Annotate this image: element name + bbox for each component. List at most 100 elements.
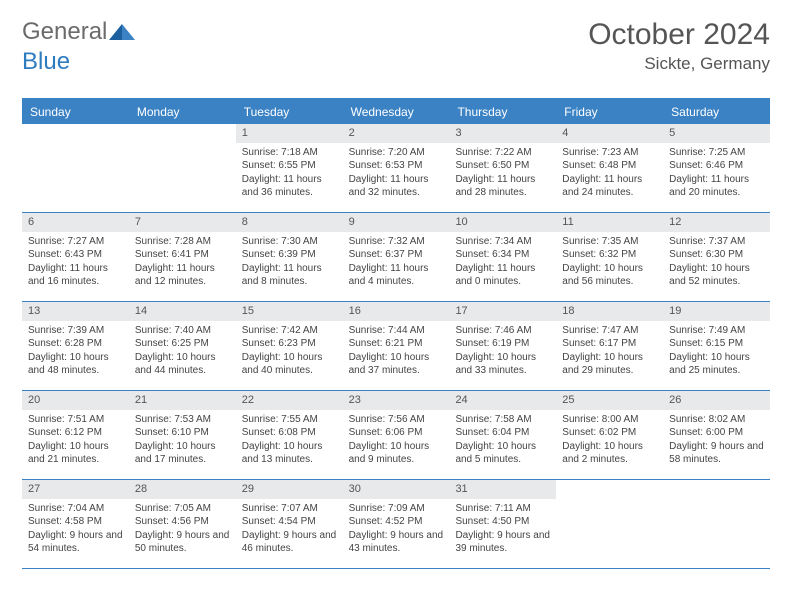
- daylight-line: Daylight: 10 hours and 33 minutes.: [455, 351, 550, 378]
- sunset-line: Sunset: 6:43 PM: [28, 248, 123, 262]
- sunset-line: Sunset: 6:55 PM: [242, 159, 337, 173]
- day-cell: 12Sunrise: 7:37 AMSunset: 6:30 PMDayligh…: [663, 213, 770, 301]
- day-body: Sunrise: 7:40 AMSunset: 6:25 PMDaylight:…: [129, 321, 236, 390]
- daylight-line: Daylight: 10 hours and 13 minutes.: [242, 440, 337, 467]
- day-number: 21: [129, 391, 236, 410]
- day-cell: 21Sunrise: 7:53 AMSunset: 6:10 PMDayligh…: [129, 391, 236, 479]
- daylight-line: Daylight: 10 hours and 2 minutes.: [562, 440, 657, 467]
- day-body: Sunrise: 8:00 AMSunset: 6:02 PMDaylight:…: [556, 410, 663, 479]
- sunset-line: Sunset: 6:06 PM: [349, 426, 444, 440]
- day-cell: [556, 480, 663, 568]
- day-body: Sunrise: 7:53 AMSunset: 6:10 PMDaylight:…: [129, 410, 236, 479]
- sunrise-line: Sunrise: 8:00 AM: [562, 413, 657, 427]
- sunset-line: Sunset: 6:37 PM: [349, 248, 444, 262]
- day-number: 30: [343, 480, 450, 499]
- sunset-line: Sunset: 6:48 PM: [562, 159, 657, 173]
- sunset-line: Sunset: 6:19 PM: [455, 337, 550, 351]
- sunset-line: Sunset: 6:28 PM: [28, 337, 123, 351]
- daylight-line: Daylight: 10 hours and 37 minutes.: [349, 351, 444, 378]
- sunrise-line: Sunrise: 7:05 AM: [135, 502, 230, 516]
- sunrise-line: Sunrise: 7:07 AM: [242, 502, 337, 516]
- sunset-line: Sunset: 4:52 PM: [349, 515, 444, 529]
- day-cell: 31Sunrise: 7:11 AMSunset: 4:50 PMDayligh…: [449, 480, 556, 568]
- sunset-line: Sunset: 6:25 PM: [135, 337, 230, 351]
- sunrise-line: Sunrise: 7:46 AM: [455, 324, 550, 338]
- day-cell: 24Sunrise: 7:58 AMSunset: 6:04 PMDayligh…: [449, 391, 556, 479]
- day-body: Sunrise: 7:04 AMSunset: 4:58 PMDaylight:…: [22, 499, 129, 568]
- week-row: 27Sunrise: 7:04 AMSunset: 4:58 PMDayligh…: [22, 480, 770, 569]
- sunset-line: Sunset: 6:41 PM: [135, 248, 230, 262]
- day-cell: 27Sunrise: 7:04 AMSunset: 4:58 PMDayligh…: [22, 480, 129, 568]
- day-cell: 11Sunrise: 7:35 AMSunset: 6:32 PMDayligh…: [556, 213, 663, 301]
- daylight-line: Daylight: 9 hours and 46 minutes.: [242, 529, 337, 556]
- sunrise-line: Sunrise: 7:39 AM: [28, 324, 123, 338]
- sunset-line: Sunset: 6:50 PM: [455, 159, 550, 173]
- day-body: Sunrise: 7:25 AMSunset: 6:46 PMDaylight:…: [663, 143, 770, 212]
- sunrise-line: Sunrise: 7:55 AM: [242, 413, 337, 427]
- daylight-line: Daylight: 9 hours and 43 minutes.: [349, 529, 444, 556]
- sunrise-line: Sunrise: 7:18 AM: [242, 146, 337, 160]
- day-number: 15: [236, 302, 343, 321]
- day-number: 2: [343, 124, 450, 143]
- daylight-line: Daylight: 10 hours and 48 minutes.: [28, 351, 123, 378]
- day-number: 7: [129, 213, 236, 232]
- day-number: 9: [343, 213, 450, 232]
- day-cell: 9Sunrise: 7:32 AMSunset: 6:37 PMDaylight…: [343, 213, 450, 301]
- sunrise-line: Sunrise: 7:30 AM: [242, 235, 337, 249]
- day-number: 28: [129, 480, 236, 499]
- day-cell: 16Sunrise: 7:44 AMSunset: 6:21 PMDayligh…: [343, 302, 450, 390]
- sunrise-line: Sunrise: 7:49 AM: [669, 324, 764, 338]
- sunset-line: Sunset: 6:46 PM: [669, 159, 764, 173]
- sunrise-line: Sunrise: 7:11 AM: [455, 502, 550, 516]
- day-number: 27: [22, 480, 129, 499]
- daylight-line: Daylight: 11 hours and 28 minutes.: [455, 173, 550, 200]
- sunrise-line: Sunrise: 7:42 AM: [242, 324, 337, 338]
- day-body: Sunrise: 7:09 AMSunset: 4:52 PMDaylight:…: [343, 499, 450, 568]
- sunset-line: Sunset: 6:02 PM: [562, 426, 657, 440]
- sunrise-line: Sunrise: 7:09 AM: [349, 502, 444, 516]
- day-body: Sunrise: 7:30 AMSunset: 6:39 PMDaylight:…: [236, 232, 343, 301]
- day-number: 23: [343, 391, 450, 410]
- day-cell: 14Sunrise: 7:40 AMSunset: 6:25 PMDayligh…: [129, 302, 236, 390]
- daylight-line: Daylight: 10 hours and 21 minutes.: [28, 440, 123, 467]
- day-body: Sunrise: 7:05 AMSunset: 4:56 PMDaylight:…: [129, 499, 236, 568]
- day-body: Sunrise: 7:44 AMSunset: 6:21 PMDaylight:…: [343, 321, 450, 390]
- sunset-line: Sunset: 6:15 PM: [669, 337, 764, 351]
- day-cell: 8Sunrise: 7:30 AMSunset: 6:39 PMDaylight…: [236, 213, 343, 301]
- daylight-line: Daylight: 9 hours and 50 minutes.: [135, 529, 230, 556]
- location: Sickte, Germany: [588, 54, 770, 74]
- day-body: Sunrise: 8:02 AMSunset: 6:00 PMDaylight:…: [663, 410, 770, 479]
- day-number: 14: [129, 302, 236, 321]
- day-number: 19: [663, 302, 770, 321]
- daylight-line: Daylight: 11 hours and 12 minutes.: [135, 262, 230, 289]
- sunset-line: Sunset: 6:10 PM: [135, 426, 230, 440]
- month-title: October 2024: [588, 18, 770, 52]
- day-number: 22: [236, 391, 343, 410]
- day-body: Sunrise: 7:42 AMSunset: 6:23 PMDaylight:…: [236, 321, 343, 390]
- sunrise-line: Sunrise: 7:37 AM: [669, 235, 764, 249]
- sunrise-line: Sunrise: 7:35 AM: [562, 235, 657, 249]
- week-row: 1Sunrise: 7:18 AMSunset: 6:55 PMDaylight…: [22, 124, 770, 213]
- sunrise-line: Sunrise: 7:58 AM: [455, 413, 550, 427]
- day-body: Sunrise: 7:28 AMSunset: 6:41 PMDaylight:…: [129, 232, 236, 301]
- day-header: Friday: [556, 100, 663, 124]
- day-cell: 3Sunrise: 7:22 AMSunset: 6:50 PMDaylight…: [449, 124, 556, 212]
- sunrise-line: Sunrise: 7:04 AM: [28, 502, 123, 516]
- daylight-line: Daylight: 9 hours and 58 minutes.: [669, 440, 764, 467]
- logo-text-blue: Blue: [22, 48, 70, 75]
- sunset-line: Sunset: 6:53 PM: [349, 159, 444, 173]
- sunset-line: Sunset: 4:54 PM: [242, 515, 337, 529]
- day-cell: [22, 124, 129, 212]
- day-cell: 28Sunrise: 7:05 AMSunset: 4:56 PMDayligh…: [129, 480, 236, 568]
- day-cell: 23Sunrise: 7:56 AMSunset: 6:06 PMDayligh…: [343, 391, 450, 479]
- day-body: Sunrise: 7:32 AMSunset: 6:37 PMDaylight:…: [343, 232, 450, 301]
- sunset-line: Sunset: 6:12 PM: [28, 426, 123, 440]
- week-row: 6Sunrise: 7:27 AMSunset: 6:43 PMDaylight…: [22, 213, 770, 302]
- day-body: Sunrise: 7:39 AMSunset: 6:28 PMDaylight:…: [22, 321, 129, 390]
- week-row: 13Sunrise: 7:39 AMSunset: 6:28 PMDayligh…: [22, 302, 770, 391]
- day-number: 13: [22, 302, 129, 321]
- title-block: October 2024 Sickte, Germany: [588, 18, 770, 74]
- sunset-line: Sunset: 6:17 PM: [562, 337, 657, 351]
- day-cell: 1Sunrise: 7:18 AMSunset: 6:55 PMDaylight…: [236, 124, 343, 212]
- sunrise-line: Sunrise: 7:20 AM: [349, 146, 444, 160]
